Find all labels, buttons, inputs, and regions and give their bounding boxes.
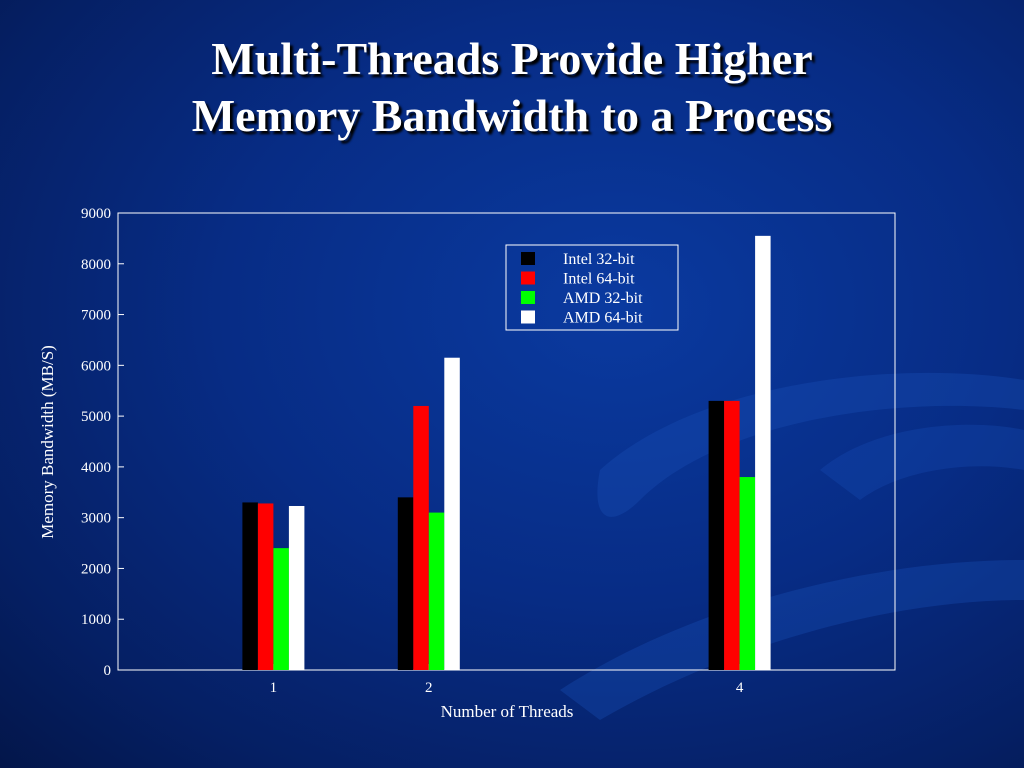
bar-amd-32-bit-1 (273, 548, 289, 670)
y-tick-label: 4000 (81, 460, 111, 476)
legend: Intel 32-bit Intel 64-bit AMD 32-bit AMD 64… (505, 244, 679, 331)
legend-swatch (521, 310, 535, 324)
bar-amd-64-bit-2 (444, 357, 460, 670)
bars (242, 235, 771, 670)
y-axis-title: Memory Bandwidth (MB/S) (38, 345, 57, 539)
bar-intel-32-bit-1 (242, 502, 258, 670)
plot-frame (117, 212, 896, 671)
x-tick-label: 4 (736, 680, 744, 696)
bar-intel-32-bit-2 (397, 497, 414, 670)
x-axis-title: Number of Threads (441, 702, 574, 721)
legend-label: AMD 32-bit (563, 290, 643, 307)
bar-intel-32-bit-4 (708, 400, 725, 670)
y-tick-label: 3000 (81, 511, 111, 527)
y-tick-label: 9000 (81, 206, 111, 222)
legend-swatch (521, 271, 535, 285)
slide-title: Multi-Threads Provide Higher Memory Band… (0, 30, 1024, 144)
y-tick-label: 0 (104, 663, 112, 679)
x-tick-label: 2 (425, 680, 433, 696)
legend-box (505, 244, 679, 331)
bar-amd-64-bit-4 (755, 235, 771, 670)
y-tick-label: 8000 (81, 257, 111, 273)
legend-swatch (521, 291, 535, 304)
legend-label: Intel 32-bit (563, 251, 635, 268)
slide-title-line-1: Multi-Threads Provide Higher (211, 33, 813, 84)
bar-intel-64-bit-4 (724, 400, 740, 670)
x-axis: 1 2 4 (270, 664, 744, 696)
bar-amd-64-bit-1 (288, 505, 305, 670)
legend-swatch (521, 252, 535, 265)
slide-title-line-2: Memory Bandwidth to a Process (191, 90, 833, 141)
legend-label: AMD 64-bit (563, 310, 643, 327)
y-tick-label: 7000 (81, 308, 111, 324)
bar-amd-32-bit-4 (739, 477, 756, 670)
y-axis: 0 1000 2000 3000 4000 5000 6000 7000 8000 9000 (81, 206, 124, 679)
bar-intel-64-bit-2 (413, 405, 429, 670)
y-tick-label: 1000 (81, 612, 111, 628)
y-tick-label: 2000 (81, 561, 111, 577)
legend-label: Intel 64-bit (563, 271, 635, 288)
bar-amd-32-bit-2 (428, 512, 445, 670)
x-tick-label: 1 (270, 680, 278, 696)
y-tick-label: 6000 (81, 358, 111, 374)
y-tick-label: 5000 (81, 409, 111, 425)
bar-intel-64-bit-1 (257, 503, 274, 670)
